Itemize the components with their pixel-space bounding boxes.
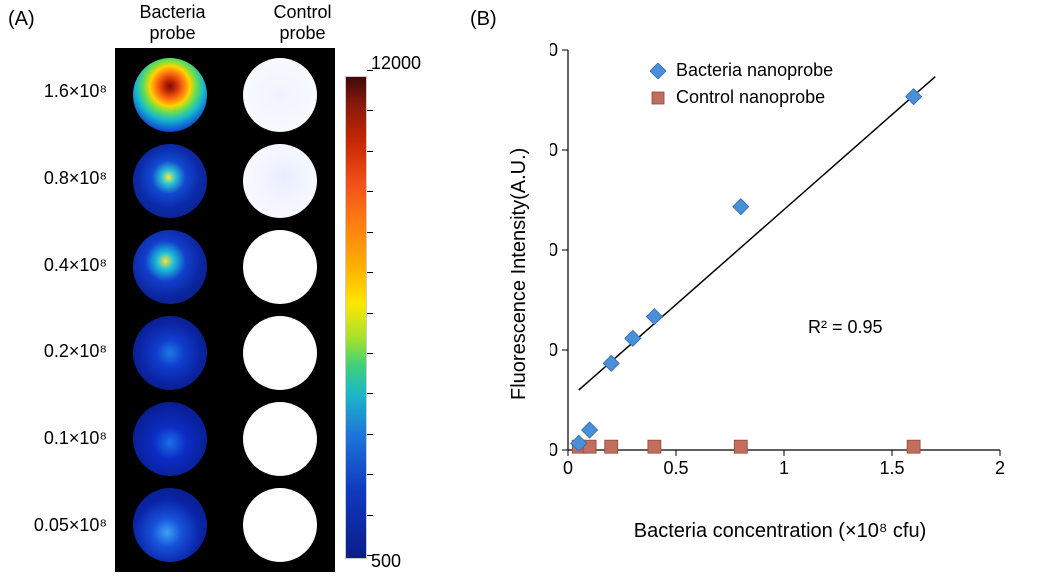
svg-text:6000: 6000 <box>550 240 558 260</box>
bacteria-well <box>133 230 207 304</box>
well-plate-image <box>115 48 335 572</box>
svg-text:1: 1 <box>779 458 789 478</box>
control-well <box>243 402 317 476</box>
control-well <box>243 230 317 304</box>
panel-b-label: (B) <box>470 8 497 31</box>
bacteria-well <box>133 488 207 562</box>
col-header-bacteria: Bacteria probe <box>125 2 220 43</box>
panel-a-column-headers: Bacteria probe Control probe <box>125 2 385 43</box>
colorbar-gradient <box>345 76 367 559</box>
well-row <box>115 225 335 309</box>
svg-text:12000: 12000 <box>550 40 558 60</box>
svg-text:0: 0 <box>563 458 573 478</box>
chart-legend: Bacteria nanoprobe Control nanoprobe <box>650 60 833 114</box>
row-label: 0.2×10⁸ <box>0 308 107 394</box>
panel-b: (B) 0 0.5 1 1.5 2 0 3000 6000 9000 12000 Fluoresc… <box>450 0 1050 583</box>
well-row <box>115 483 335 567</box>
panel-a-label: (A) <box>8 8 35 31</box>
r-squared-label: R² = 0.95 <box>808 317 883 338</box>
x-axis-label: Bacteria concentration (×10⁸ cfu) <box>550 520 1010 543</box>
legend-control: Control nanoprobe <box>650 87 833 108</box>
row-label: 1.6×10⁸ <box>0 48 107 134</box>
control-well <box>243 58 317 132</box>
row-label: 0.05×10⁸ <box>0 482 107 568</box>
legend-bacteria: Bacteria nanoprobe <box>650 60 833 81</box>
colorbar-max-label: 12000 <box>371 56 421 76</box>
diamond-icon <box>650 63 666 79</box>
bacteria-well <box>133 402 207 476</box>
svg-text:3000: 3000 <box>550 340 558 360</box>
bacteria-well <box>133 144 207 218</box>
row-label: 0.1×10⁸ <box>0 395 107 481</box>
control-well <box>243 144 317 218</box>
svg-text:1.5: 1.5 <box>879 458 904 478</box>
svg-text:2: 2 <box>995 458 1005 478</box>
svg-text:9000: 9000 <box>550 140 558 160</box>
well-row <box>115 53 335 137</box>
square-icon <box>650 90 666 106</box>
colorbar: 12000 500 <box>341 48 421 572</box>
well-row <box>115 139 335 223</box>
panel-a: (A) Bacteria probe Control probe 1.6×10⁸… <box>0 0 450 583</box>
row-label: 0.8×10⁸ <box>0 135 107 221</box>
row-label: 0.4×10⁸ <box>0 222 107 308</box>
well-row <box>115 311 335 395</box>
col-header-control: Control probe <box>255 2 350 43</box>
svg-text:0: 0 <box>550 440 558 460</box>
y-axis-label: Fluorescence Intensity(A.U.) <box>508 148 531 400</box>
bacteria-well <box>133 316 207 390</box>
panel-a-row-labels: 1.6×10⁸ 0.8×10⁸ 0.4×10⁸ 0.2×10⁸ 0.1×10⁸ … <box>0 48 115 568</box>
svg-text:0.5: 0.5 <box>663 458 688 478</box>
bacteria-well <box>133 58 207 132</box>
control-well <box>243 488 317 562</box>
control-well <box>243 316 317 390</box>
well-row <box>115 397 335 481</box>
colorbar-min-label: 500 <box>371 551 401 572</box>
